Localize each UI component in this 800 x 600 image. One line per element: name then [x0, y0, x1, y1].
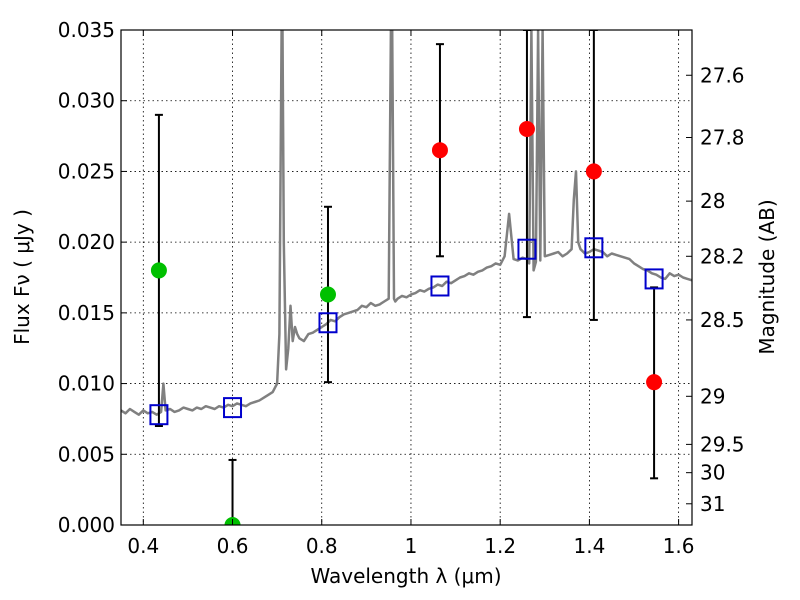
y-tick-label: 0.010: [58, 372, 115, 396]
model-point: [223, 397, 243, 419]
y-tick-label: 0.015: [58, 301, 115, 325]
y-tick-label: 0.000: [58, 513, 115, 537]
plot-background: [121, 30, 692, 525]
model-point: [149, 404, 169, 426]
model-point: [318, 312, 338, 334]
model-point: [644, 268, 664, 290]
error-bar: [522, 30, 531, 319]
x-tick-label: 1.4: [573, 534, 605, 558]
error-bar: [228, 458, 237, 525]
grid-lines: [121, 29, 692, 526]
y-tick-label: 0.005: [58, 442, 115, 466]
mag-tick-label: 28: [700, 189, 725, 213]
model-point: [517, 238, 537, 260]
x-tick-label: 1: [405, 534, 418, 558]
y-tick-label: 0.030: [58, 89, 115, 113]
y-tick-label: 0.035: [58, 18, 115, 42]
x-tick-label: 1.2: [484, 534, 516, 558]
mag-tick-label: 28.5: [700, 308, 745, 332]
mag-tick-label: 27.6: [700, 63, 745, 87]
mag-tick-label: 31: [700, 492, 725, 516]
photometry-point: [319, 286, 336, 303]
plot-frame: [120, 29, 693, 526]
x-axis-label: Wavelength λ (μm): [310, 564, 501, 588]
photometry-point: [150, 262, 167, 279]
model-point: [430, 275, 450, 297]
model-point: [584, 237, 604, 259]
y-tick-label: 0.025: [58, 159, 115, 183]
photometry-point: [518, 121, 535, 137]
x-tick-label: 1.6: [663, 534, 695, 558]
mag-tick-label: 28.2: [700, 244, 745, 268]
axis-ticks: 0.4 0.6 0.8 1 1.2 1.4 1.6 0.000 0.005 0.010 0.015 0…: [58, 18, 745, 558]
mag-tick-label: 29: [700, 384, 725, 408]
x-tick-label: 0.8: [306, 534, 338, 558]
photometry-point: [585, 163, 602, 180]
right-axis-label: Magnitude (AB): [755, 199, 779, 354]
mag-tick-label: 27.8: [700, 125, 745, 149]
photometry-point: [431, 142, 448, 159]
x-tick-label: 0.4: [127, 534, 159, 558]
y-tick-label: 0.020: [58, 230, 115, 254]
mag-tick-label: 30: [700, 461, 725, 485]
x-tick-label: 0.6: [217, 534, 249, 558]
plot-area: [121, 30, 692, 525]
photometry-point: [646, 374, 663, 391]
mag-tick-label: 29.5: [700, 432, 745, 456]
y-axis-label: Flux Fν ( μJy ): [10, 209, 34, 345]
